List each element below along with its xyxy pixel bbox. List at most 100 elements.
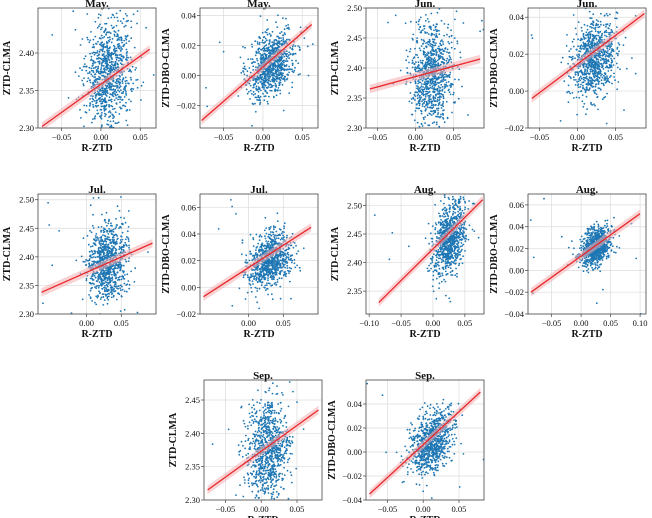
data-point [96, 26, 99, 29]
data-point [124, 37, 127, 40]
data-point [262, 81, 265, 84]
data-point [104, 105, 107, 107]
data-point [283, 78, 286, 81]
data-point [600, 62, 603, 65]
data-point [136, 10, 139, 13]
data-point [616, 66, 619, 69]
data-point [610, 59, 613, 62]
data-point [119, 289, 122, 292]
data-point [440, 84, 443, 86]
data-point [421, 100, 423, 103]
data-point [434, 97, 437, 100]
data-point [431, 44, 434, 46]
data-point [601, 51, 604, 54]
data-point [631, 57, 633, 59]
data-point [255, 87, 257, 90]
data-point [118, 42, 120, 45]
data-point [434, 81, 437, 84]
data-point [573, 38, 575, 41]
data-point [439, 87, 442, 89]
data-point [120, 241, 123, 243]
data-point [128, 109, 131, 111]
data-point [579, 39, 582, 42]
data-point [445, 81, 448, 84]
data-point [589, 35, 592, 37]
data-point [585, 89, 587, 92]
data-point [440, 107, 443, 109]
data-point [101, 255, 104, 258]
data-point [577, 80, 580, 83]
data-point [89, 282, 92, 285]
data-point [432, 91, 435, 93]
data-point [239, 56, 242, 59]
data-point [423, 47, 425, 50]
data-point [109, 280, 112, 283]
data-point [587, 66, 590, 69]
data-point [113, 99, 116, 101]
data-point [284, 53, 287, 55]
data-point [277, 14, 279, 17]
data-point [279, 78, 281, 81]
data-point [122, 45, 125, 48]
data-point [97, 226, 100, 229]
data-point [119, 98, 121, 101]
data-point [415, 53, 417, 56]
data-point [271, 30, 274, 33]
data-point [109, 82, 112, 84]
data-point [594, 71, 596, 73]
data-point [440, 40, 442, 42]
data-point [100, 34, 103, 37]
data-point [277, 68, 279, 70]
data-point [104, 247, 106, 250]
data-point [447, 41, 450, 43]
data-point [427, 95, 429, 97]
data-point [596, 24, 598, 27]
data-point [106, 277, 109, 280]
data-point [606, 77, 608, 79]
data-point [584, 63, 587, 65]
data-point [599, 20, 602, 23]
data-point [278, 43, 281, 45]
data-point [119, 242, 121, 245]
data-point [442, 76, 445, 79]
data-point [394, 14, 397, 17]
data-point [120, 107, 123, 110]
data-point [126, 14, 128, 17]
data-point [116, 54, 119, 56]
data-point [119, 57, 122, 60]
data-point [101, 37, 104, 39]
data-point [593, 64, 595, 67]
data-point [436, 47, 439, 50]
data-point [110, 224, 112, 227]
data-point [267, 55, 270, 58]
data-point [136, 86, 139, 89]
data-point [453, 47, 456, 50]
data-point [272, 95, 275, 98]
data-point [261, 47, 264, 50]
data-point [125, 54, 128, 56]
data-point [256, 59, 259, 62]
data-point [89, 204, 92, 207]
data-point [418, 102, 421, 105]
data-point [406, 71, 409, 74]
data-point [255, 85, 258, 88]
data-point [105, 113, 107, 116]
data-point [590, 64, 593, 67]
data-point [136, 78, 139, 81]
data-point [294, 52, 297, 55]
data-point [252, 90, 255, 93]
data-point [448, 42, 451, 45]
data-point [112, 288, 115, 291]
data-point [101, 74, 103, 77]
data-point [125, 79, 128, 82]
data-point [119, 225, 121, 228]
y-tick-label: 0.04 [509, 12, 525, 22]
data-point [99, 298, 102, 300]
data-point [285, 39, 288, 41]
data-point [592, 39, 595, 42]
data-point [256, 57, 258, 60]
data-point [114, 85, 117, 87]
data-point [268, 52, 271, 54]
data-point [124, 58, 127, 61]
data-point [111, 292, 114, 294]
